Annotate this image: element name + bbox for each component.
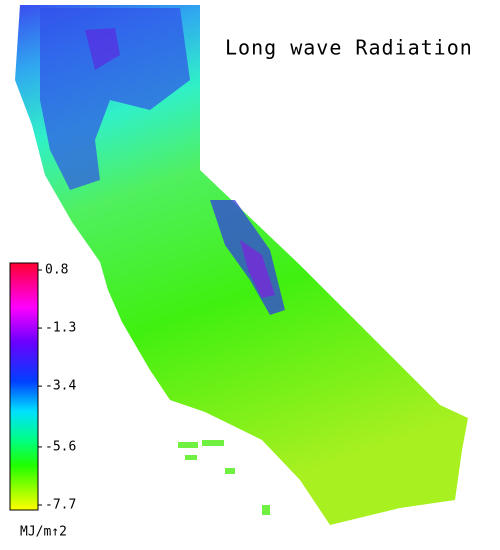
colorbar-tick-label: 0.8 (45, 263, 68, 278)
colorbar-label: MJ/m↑2 (20, 525, 67, 540)
north-blue-region (40, 8, 190, 190)
sierra-purple-core (240, 240, 275, 298)
colorbar (9, 262, 39, 511)
colorbar-tick-label: -5.6 (45, 439, 76, 454)
colorbar-tick-label: -1.3 (45, 321, 76, 336)
map-title: Long wave Radiation (225, 36, 473, 60)
channel-islands (178, 440, 270, 515)
colorbar-tick-label: -7.7 (45, 498, 76, 513)
northwest-purple-patch (85, 28, 120, 70)
colorbar-tick-label: -3.4 (45, 379, 76, 394)
